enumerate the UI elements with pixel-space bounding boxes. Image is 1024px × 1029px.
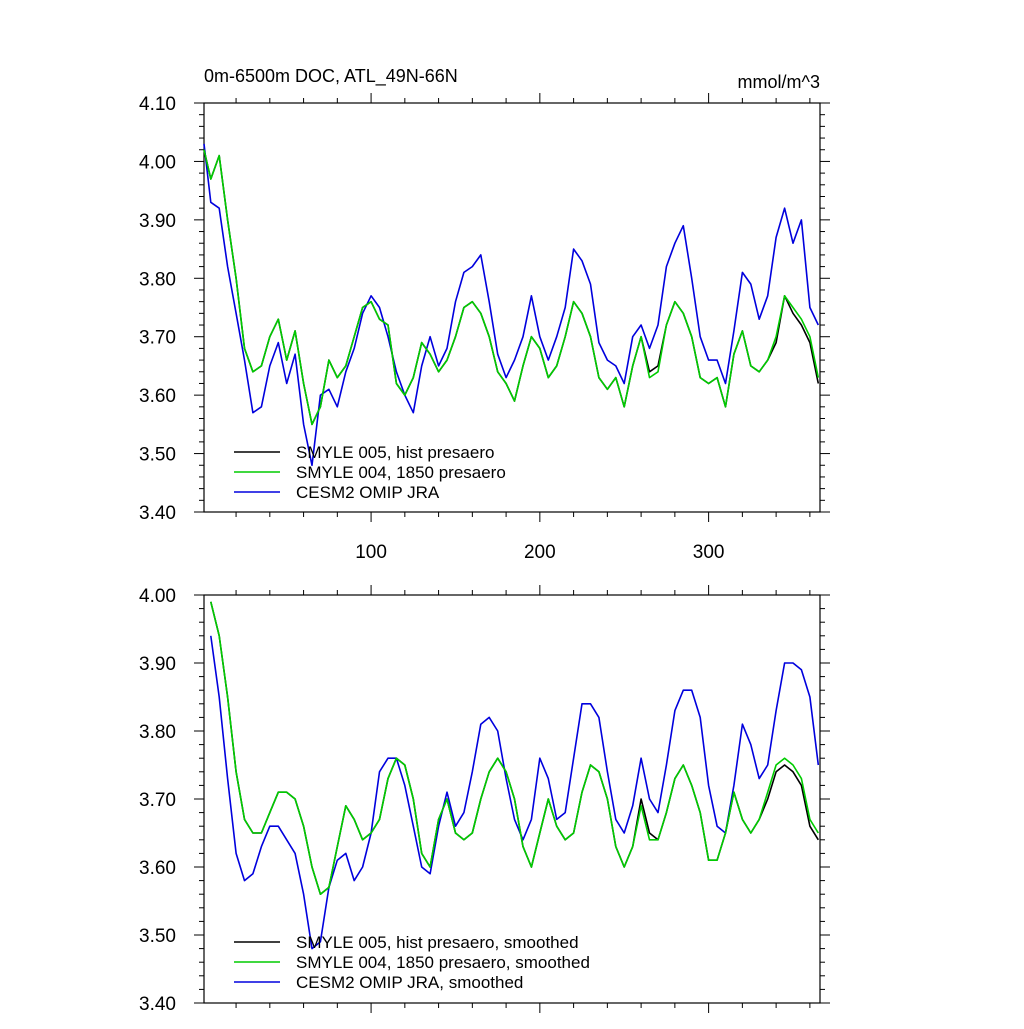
legend-label: SMYLE 005, hist presaero (296, 443, 494, 462)
x-tick-label: 200 (524, 542, 556, 563)
x-tick-label: 300 (693, 542, 725, 563)
y-tick-label: 3.90 (139, 654, 176, 675)
series-line-1 (210, 601, 819, 895)
units-label: mmol/m^3 (738, 72, 820, 92)
y-tick-label: 3.40 (139, 503, 176, 524)
y-tick-label: 3.90 (139, 211, 176, 232)
y-tick-label: 4.00 (139, 586, 176, 607)
y-tick-label: 3.70 (139, 790, 176, 811)
legend-label: SMYLE 005, hist presaero, smoothed (296, 933, 579, 952)
chart-panel-1: 3.40 3.50 3.60 3.70 3.80 3.90 4.00 4.10 100 200 30… (139, 66, 830, 563)
y-tick-label: 3.70 (139, 328, 176, 349)
chart-title: 0m-6500m DOC, ATL_49N-66N (204, 66, 458, 87)
series-line-2 (203, 149, 820, 426)
y-tick-label: 3.80 (139, 722, 176, 743)
y-tick-label: 3.40 (139, 994, 176, 1015)
chart-panel-2: 3.40 3.50 3.60 3.70 3.80 3.90 4.00 SMYLE 005, h… (139, 585, 830, 1015)
y-tick-label: 4.00 (139, 152, 176, 173)
y-tick-label: 3.60 (139, 858, 176, 879)
series-line-3 (210, 635, 820, 950)
series-line-2 (210, 601, 819, 895)
legend-label: CESM2 OMIP JRA (296, 483, 440, 502)
series-line-3 (203, 143, 820, 467)
plot-frame (203, 102, 821, 513)
legend-label: SMYLE 004, 1850 presaero, smoothed (296, 953, 590, 972)
y-tick-label: 3.60 (139, 386, 176, 407)
x-tick-label: 100 (355, 542, 387, 563)
legend-label: SMYLE 004, 1850 presaero (296, 463, 506, 482)
legend-label: CESM2 OMIP JRA, smoothed (296, 973, 523, 992)
y-tick-label: 3.50 (139, 445, 176, 466)
y-tick-label: 3.50 (139, 926, 176, 947)
y-tick-label: 3.80 (139, 269, 176, 290)
y-tick-label: 4.10 (139, 94, 176, 115)
